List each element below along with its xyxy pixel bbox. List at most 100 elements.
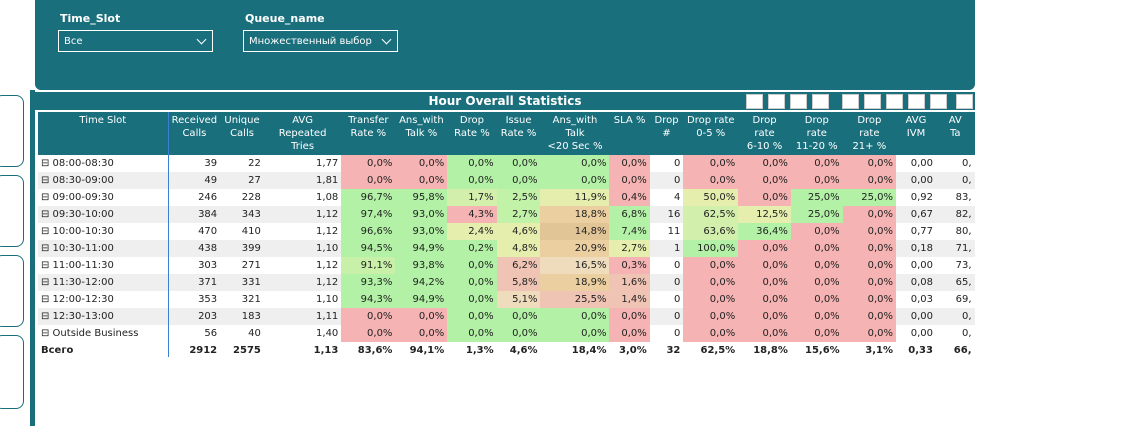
table-cell: 0,0%: [842, 155, 896, 172]
table-cell: 3,0%: [619, 345, 647, 356]
table-cell: 1: [649, 240, 684, 257]
table-cell: 100,0%: [683, 240, 739, 257]
filter-label: Time_Slot: [60, 12, 121, 25]
table-cell: 0,0%: [496, 308, 541, 325]
table-cell: ⊟ 09:30-10:00: [38, 206, 169, 223]
nav-button[interactable]: [0, 95, 24, 167]
table-cell: 93,8%: [395, 257, 448, 274]
table-cell: 93,3%: [341, 274, 396, 291]
table-cell: 0,0%: [447, 274, 497, 291]
nav-button[interactable]: [0, 175, 24, 247]
table-cell: 0,2%: [447, 240, 497, 257]
table-cell: 0,0%: [790, 223, 843, 240]
icon-button[interactable]: [768, 94, 785, 109]
table-cell: 0,0%: [496, 172, 541, 189]
column-header: Transfer Rate %: [341, 112, 396, 155]
table-cell: 25,0%: [790, 189, 843, 206]
table-cell: 0,0%: [842, 172, 896, 189]
icon-button[interactable]: [930, 94, 947, 109]
table-cell: 1,12: [316, 226, 339, 237]
table-cell: 371: [168, 274, 221, 291]
table-cell: 1,10: [263, 240, 342, 257]
table-cell: 0,0%: [842, 240, 896, 257]
table-cell: 0,0%: [790, 257, 843, 274]
column-header: AVG Repeated Tries: [263, 112, 342, 155]
table-cell: 25,5%: [540, 291, 610, 308]
nav-button[interactable]: [0, 335, 24, 409]
table-cell: 14,8%: [540, 223, 610, 240]
filter-panel: Time_Slot Все Queue_name Множественный в…: [35, 0, 975, 90]
table-cell: 91,1%: [341, 257, 396, 274]
table-cell: 183: [220, 308, 264, 325]
column-header: Received Calls: [168, 112, 221, 155]
table-row: ⊟ 10:00-10:30 470 410 1,12 96,6% 93,0% 2,4% 4,6…: [38, 223, 975, 240]
table-cell: 0,0%: [496, 155, 541, 172]
table-cell: 1,13: [313, 345, 339, 356]
table-cell: 18,8%: [540, 206, 610, 223]
icon-button[interactable]: [864, 94, 881, 109]
table-cell: 82,: [935, 206, 975, 223]
table-cell: ⊟ 10:00-10:30: [38, 223, 169, 240]
table-cell: 0,0%: [738, 257, 791, 274]
table-cell: 0,03: [910, 294, 933, 305]
table-cell: 0,0%: [395, 325, 448, 342]
table-cell: 2912: [189, 345, 218, 356]
table-cell: 470: [198, 226, 218, 237]
icon-button[interactable]: [908, 94, 925, 109]
table-cell: 0,0%: [842, 257, 896, 274]
table-cell: 71,: [935, 240, 975, 257]
column-header: Ans_with Talk <20 Sec %: [540, 112, 610, 155]
icon-button[interactable]: [956, 94, 973, 109]
table-cell: 94,5%: [341, 240, 396, 257]
column-header: Drop Rate %: [447, 112, 497, 155]
table-cell: 0,: [961, 328, 972, 339]
table-cell: 0,0%: [842, 206, 896, 223]
table-cell: 15,6%: [804, 345, 840, 356]
column-header: Drop rate 0-5 %: [683, 112, 739, 155]
icon-button[interactable]: [790, 94, 807, 109]
table-cell: 1,4%: [609, 291, 650, 308]
table-cell: 16,5%: [540, 257, 610, 274]
table-cell: 0,0%: [395, 155, 448, 172]
table-cell: 0,0%: [790, 274, 843, 291]
table-cell: 20,9%: [540, 240, 610, 257]
table-cell: 0,0%: [609, 308, 650, 325]
side-strip: [30, 90, 35, 426]
icon-button[interactable]: [886, 94, 903, 109]
dropdown[interactable]: Все: [58, 30, 213, 52]
table-cell: 0,0%: [790, 308, 843, 325]
table-cell: 0,0%: [447, 308, 497, 325]
table-cell: 1,11: [263, 308, 342, 325]
table-cell: 1,10: [316, 294, 339, 305]
table-cell: 203: [168, 308, 221, 325]
table-cell: 0,0%: [540, 308, 610, 325]
table-cell: 1,12: [316, 260, 339, 271]
nav-button[interactable]: [0, 255, 24, 327]
table-cell: 0,0%: [447, 257, 497, 274]
dropdown[interactable]: Множественный выбор: [243, 30, 398, 52]
table-cell: 4,6%: [496, 223, 541, 240]
column-header: Drop rate 21+ %: [842, 112, 896, 155]
icon-button[interactable]: [842, 94, 859, 109]
table-cell: 0: [674, 158, 681, 169]
table-cell: 2575: [233, 345, 261, 356]
table-cell: 25,0%: [842, 189, 896, 206]
table-cell: 0,0%: [790, 155, 843, 172]
table-cell: 0,: [935, 308, 975, 325]
table-cell: 321: [241, 294, 261, 305]
table-cell: 0,0%: [395, 308, 448, 325]
icon-button[interactable]: [746, 94, 763, 109]
table-cell: 0,0%: [738, 291, 791, 308]
table-cell: 0,92: [910, 192, 933, 203]
icon-button[interactable]: [812, 94, 829, 109]
table-cell: 1,12: [263, 274, 342, 291]
table-cell: 93,0%: [395, 223, 448, 240]
table-cell: 49: [168, 172, 221, 189]
table-cell: 96,7%: [341, 189, 396, 206]
table-cell: 0,0%: [341, 172, 396, 189]
table-cell: 1,6%: [609, 274, 650, 291]
table-cell: 11: [667, 226, 681, 237]
table-row: ⊟ 11:00-11:30 303 271 1,12 91,1% 93,8% 0,0% 6,2…: [38, 257, 975, 274]
table-cell: 95,8%: [395, 189, 448, 206]
table-cell: 303: [198, 260, 218, 271]
